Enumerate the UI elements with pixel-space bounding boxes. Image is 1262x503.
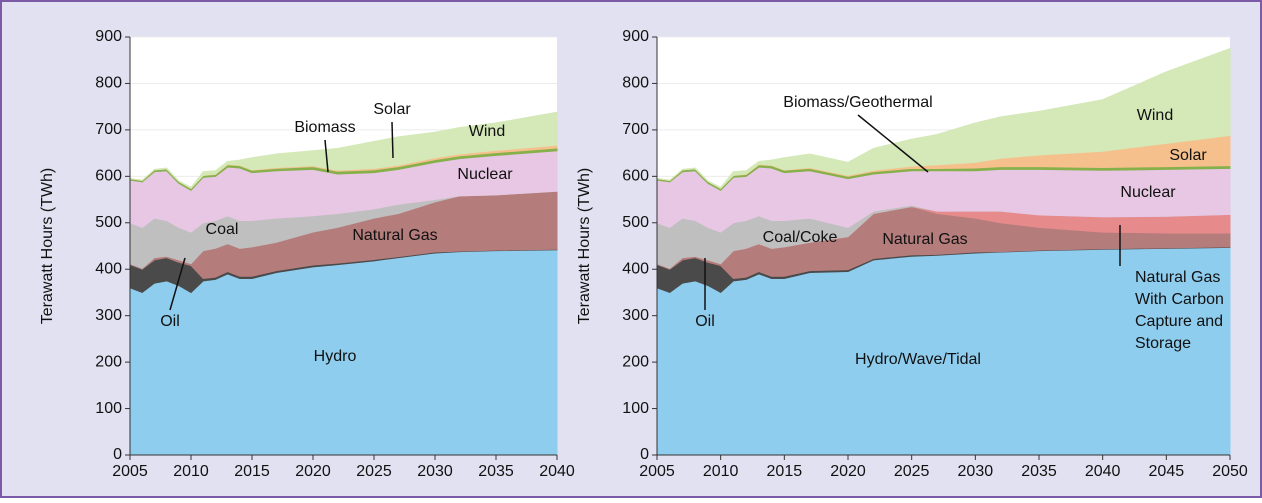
x-tick-label: 2035 bbox=[1021, 463, 1057, 480]
series-label: Natural Gas With Carbon Capture and Storage bbox=[1135, 269, 1224, 352]
series-label: Wind bbox=[1137, 107, 1173, 124]
series-label: Solar bbox=[373, 101, 411, 118]
y-tick-label: 400 bbox=[95, 260, 122, 277]
y-tick-label: 200 bbox=[95, 353, 122, 370]
y-tick-label: 0 bbox=[113, 446, 122, 463]
y-tick-label: 100 bbox=[622, 400, 649, 417]
series-label: Biomass bbox=[294, 119, 355, 136]
label-pointer bbox=[391, 121, 394, 159]
series-label: Coal bbox=[206, 221, 239, 238]
x-tick-label: 2040 bbox=[539, 463, 575, 480]
x-tick-label: 2015 bbox=[767, 463, 803, 480]
series-label: Oil bbox=[695, 313, 715, 330]
area bbox=[129, 111, 558, 190]
series-label: Nuclear bbox=[457, 166, 513, 183]
y-tick-label: 300 bbox=[622, 307, 649, 324]
x-tick-label: 2005 bbox=[112, 463, 148, 480]
label-line: Storage bbox=[1135, 335, 1191, 352]
y-tick-label: 800 bbox=[622, 75, 649, 92]
y-axis-label: Terawatt Hours (TWh) bbox=[39, 168, 56, 324]
label-line: Capture and bbox=[1135, 313, 1223, 330]
y-tick-label: 900 bbox=[622, 28, 649, 45]
x-tick-label: 2010 bbox=[173, 463, 209, 480]
y-tick-label: 300 bbox=[95, 307, 122, 324]
series-label: Oil bbox=[160, 313, 180, 330]
series-label: Hydro bbox=[314, 348, 357, 365]
series-label: Wind bbox=[469, 123, 505, 140]
series-label: Natural Gas bbox=[352, 227, 437, 244]
x-tick-label: 2045 bbox=[1149, 463, 1185, 480]
label-line: Natural Gas bbox=[1135, 269, 1220, 286]
y-tick-label: 600 bbox=[95, 168, 122, 185]
x-tick-label: 2040 bbox=[1085, 463, 1121, 480]
series-label: Nuclear bbox=[1120, 184, 1176, 201]
label-pointer bbox=[324, 139, 329, 173]
x-tick-label: 2030 bbox=[417, 463, 453, 480]
series-label: Biomass/Geothermal bbox=[783, 94, 932, 111]
y-tick-label: 200 bbox=[622, 353, 649, 370]
y-tick-label: 800 bbox=[95, 75, 122, 92]
y-tick-label: 500 bbox=[95, 214, 122, 231]
x-tick-label: 2035 bbox=[478, 463, 514, 480]
x-tick-label: 2050 bbox=[1212, 463, 1248, 480]
x-tick-label: 2025 bbox=[894, 463, 930, 480]
y-tick-label: 400 bbox=[622, 260, 649, 277]
x-tick-label: 2030 bbox=[958, 463, 994, 480]
y-tick-label: 100 bbox=[95, 400, 122, 417]
x-tick-label: 2015 bbox=[234, 463, 270, 480]
y-tick-label: 600 bbox=[622, 168, 649, 185]
label-pointer bbox=[169, 257, 186, 311]
y-tick-label: 0 bbox=[640, 446, 649, 463]
x-tick-label: 2005 bbox=[639, 463, 675, 480]
series-label: Solar bbox=[1169, 147, 1207, 164]
y-tick-label: 700 bbox=[622, 121, 649, 138]
x-tick-label: 2020 bbox=[295, 463, 331, 480]
y-tick-label: 700 bbox=[95, 121, 122, 138]
y-axis-label: Terawatt Hours (TWh) bbox=[576, 168, 593, 324]
x-tick-label: 2010 bbox=[703, 463, 739, 480]
label-line: With Carbon bbox=[1135, 291, 1224, 308]
area bbox=[656, 47, 1231, 190]
series-label: Coal/Coke bbox=[763, 229, 838, 246]
y-tick-label: 500 bbox=[622, 214, 649, 231]
x-tick-label: 2025 bbox=[356, 463, 392, 480]
label-pointer bbox=[857, 114, 929, 173]
x-tick-label: 2020 bbox=[830, 463, 866, 480]
series-label: Natural Gas bbox=[882, 231, 967, 248]
series-label: Hydro/Wave/Tidal bbox=[855, 351, 981, 368]
y-tick-label: 900 bbox=[95, 28, 122, 45]
